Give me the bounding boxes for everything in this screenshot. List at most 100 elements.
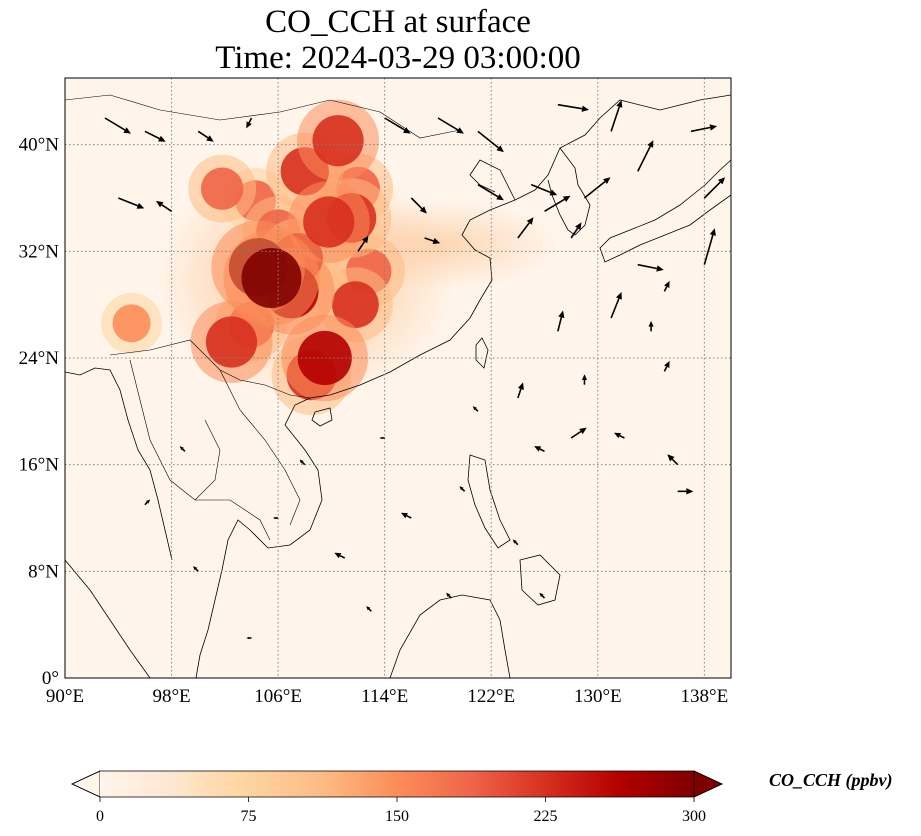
coastline-luzon	[467, 454, 511, 549]
wind-arrow-head	[656, 265, 664, 272]
wind-arrow-head	[647, 140, 654, 148]
wind-arrow-shaft	[477, 183, 499, 198]
wind-arrow-head	[549, 189, 558, 196]
wind-arrow-head	[558, 310, 565, 319]
wind-arrow-head	[648, 320, 654, 327]
wind-arrow-shaft	[514, 541, 519, 546]
co-hotspot-core	[297, 330, 352, 386]
colorbar: 0 75 150 225 300	[71, 770, 723, 825]
colorbar-tick-label: 225	[534, 808, 558, 825]
wind-arrow-shaft	[637, 146, 651, 172]
map-frame	[64, 77, 732, 679]
lon-tick-label: 130°E	[574, 686, 622, 707]
wind-arrow-shaft	[117, 197, 139, 207]
wind-arrow-head	[136, 202, 145, 209]
wind-arrow-head	[667, 454, 675, 462]
wind-arrow-shaft	[424, 237, 434, 242]
wind-arrow-head	[526, 217, 534, 225]
wind-arrow-shaft	[301, 461, 306, 466]
wind-arrow-head	[534, 446, 542, 452]
wind-arrow-shaft	[570, 227, 579, 239]
border-thailand-cambodia	[195, 499, 271, 541]
coastline-sumatra	[65, 559, 151, 678]
wind-arrow-shaft	[671, 458, 679, 466]
coastline-indochina	[195, 397, 323, 678]
map-background	[65, 78, 731, 678]
coastline-china-east	[309, 94, 731, 399]
wind-arrow-shaft	[144, 130, 160, 140]
wind-arrow-shaft	[557, 103, 583, 110]
colorbar-tick-label: 150	[385, 808, 409, 825]
colorbar-extend-min	[71, 770, 101, 798]
wind-arrow-head	[379, 436, 383, 440]
coastline-japan	[599, 159, 731, 263]
wind-arrow-shaft	[144, 501, 148, 506]
wind-arrow-head	[361, 235, 369, 244]
border-myanmar	[129, 359, 221, 501]
co-hotspot-layer	[101, 99, 405, 416]
wind-arrow-shaft	[195, 568, 199, 572]
lon-tick-label: 114°E	[361, 686, 408, 707]
lat-tick-label: 16°N	[19, 455, 60, 476]
wind-arrow-head	[158, 135, 166, 142]
wind-arrow-shaft	[539, 448, 545, 453]
wind-arrow-head	[400, 512, 408, 519]
lon-tick-label: 138°E	[681, 686, 729, 707]
wind-arrow-shaft	[517, 388, 522, 399]
wind-arrow-head	[179, 446, 184, 451]
wind-arrow-shaft	[541, 595, 546, 599]
wind-arrow-head	[664, 280, 670, 288]
map-title: CO_CCH at surface	[265, 4, 531, 40]
wind-arrow-shaft	[703, 181, 721, 199]
co-hotspot-core	[241, 248, 302, 308]
wind-arrow-shaft	[248, 117, 253, 124]
wind-arrow-head	[615, 292, 622, 300]
wind-arrow-head	[562, 195, 571, 203]
wind-arrow-head	[581, 105, 590, 112]
wind-arrow-head	[246, 121, 252, 129]
lat-tick-label: 8°N	[28, 561, 59, 582]
wind-arrow-shaft	[583, 180, 606, 199]
lon-tick-label: 106°E	[254, 686, 302, 707]
wind-arrow-head	[496, 193, 504, 201]
wind-arrow-head	[459, 486, 464, 491]
longitude-ticks: 90°E 98°E 106°E 114°E 122°E 130°E 138°E	[46, 686, 728, 707]
co-hotspot-core	[331, 281, 379, 329]
wind-arrow-head	[246, 636, 250, 640]
wind-arrow-head	[432, 237, 441, 244]
wind-arrow-head	[709, 228, 716, 236]
wind-arrow-shaft	[161, 204, 173, 212]
coastline-bohai	[469, 159, 516, 201]
wind-arrow-head	[614, 432, 622, 439]
wind-arrow-shaft	[475, 408, 479, 412]
wind-arrow-shaft	[410, 197, 423, 210]
coastline-borneo	[389, 594, 511, 678]
wind-arrow-head	[334, 552, 342, 559]
coastline-bay-of-bengal	[65, 367, 173, 561]
wind-arrow-shaft	[570, 430, 582, 439]
lat-tick-label: 24°N	[19, 348, 60, 369]
wind-arrow-head	[299, 459, 304, 464]
wind-arrow-head	[193, 566, 198, 571]
wind-arrow-head	[717, 177, 726, 185]
co-hotspot-core	[303, 196, 355, 248]
co-hotspot-core	[312, 115, 364, 167]
wind-arrow-shaft	[610, 106, 621, 132]
wind-arrow-head	[472, 406, 477, 411]
lat-tick-label: 0°	[42, 668, 59, 689]
lon-tick-label: 98°E	[152, 686, 190, 707]
wind-arrow-head	[366, 606, 371, 611]
co-hotspot-core	[200, 167, 244, 210]
wind-arrow-head	[155, 200, 164, 208]
wind-arrow-shaft	[477, 130, 499, 149]
wind-arrow-shaft	[368, 608, 372, 612]
wind-arrow-head	[709, 124, 718, 131]
wind-arrow-head	[517, 382, 524, 391]
wind-arrow-head	[403, 127, 411, 134]
colorbar-gradient	[100, 771, 694, 797]
colorbar-tick-label: 75	[241, 808, 257, 825]
wind-arrow-shaft	[557, 317, 563, 332]
wind-arrow-head	[145, 499, 151, 504]
coastline-mindanao	[519, 554, 561, 606]
colorbar-title: CO_CCH (ppbv)	[769, 770, 893, 790]
